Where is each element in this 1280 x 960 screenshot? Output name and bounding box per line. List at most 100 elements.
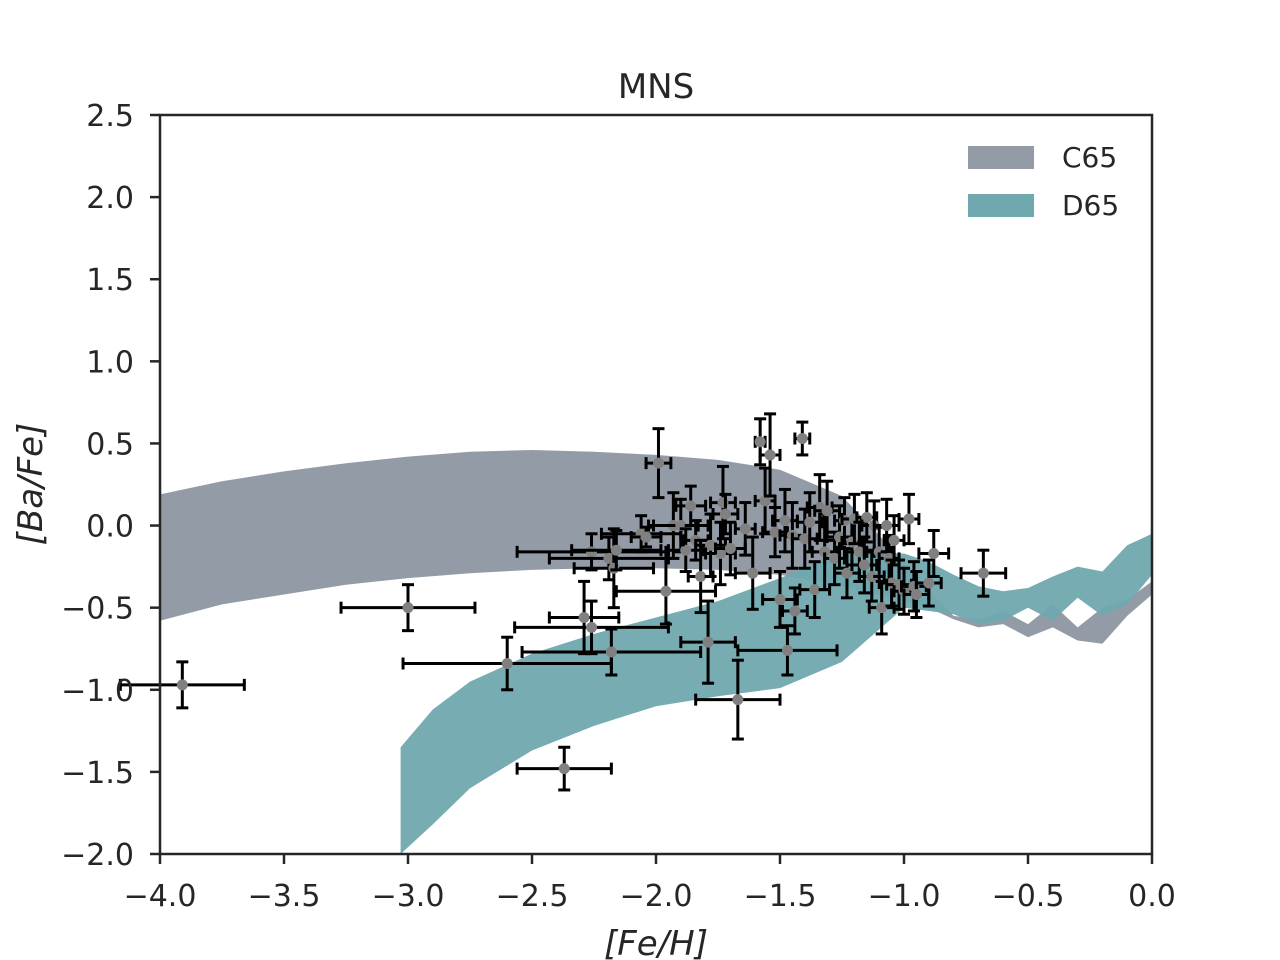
chart-title: MNS: [618, 67, 694, 107]
x-tick-label: −1.5: [744, 879, 817, 914]
point-marker: [910, 589, 922, 601]
y-tick-label: 0.5: [86, 427, 134, 462]
point-marker: [841, 567, 853, 579]
point-marker: [866, 570, 878, 582]
point-marker: [829, 552, 841, 564]
point-marker: [881, 520, 893, 532]
point-marker: [809, 584, 821, 596]
x-axis-label: [Fe/H]: [604, 924, 708, 960]
band-d65: [400, 533, 1152, 854]
data-point: [694, 658, 782, 741]
data-point: [761, 570, 799, 629]
point-marker: [578, 612, 590, 624]
point-marker: [804, 516, 816, 528]
point-marker: [176, 679, 188, 691]
data-point: [570, 528, 663, 572]
x-tick-label: −3.0: [372, 879, 445, 914]
x-tick-label: −1.0: [868, 879, 941, 914]
x-tick-label: −3.5: [248, 879, 321, 914]
point-marker: [586, 546, 598, 558]
data-point: [520, 627, 703, 677]
point-marker: [754, 436, 766, 448]
point-marker: [796, 433, 808, 445]
point-marker: [640, 531, 652, 543]
x-tick-label: −2.5: [496, 879, 569, 914]
y-tick-label: −1.0: [61, 674, 134, 709]
point-marker: [873, 546, 885, 558]
data-point: [401, 635, 613, 692]
point-marker: [928, 547, 940, 559]
point-marker: [652, 457, 664, 469]
point-marker: [903, 513, 915, 525]
point-marker: [586, 621, 598, 633]
point-marker: [774, 593, 786, 605]
y-tick-label: −0.5: [61, 592, 134, 627]
data-point: [339, 583, 477, 633]
point-marker: [558, 763, 570, 775]
point-marker: [702, 636, 714, 648]
y-tick-label: −1.5: [61, 756, 134, 791]
data-point: [614, 556, 718, 626]
y-tick-label: 2.0: [86, 181, 134, 216]
data-point: [855, 491, 879, 544]
point-marker: [799, 533, 811, 545]
point-marker: [853, 546, 865, 558]
y-tick-label: −2.0: [61, 838, 134, 873]
y-axis-label: [Ba/Fe]: [11, 423, 51, 546]
data-point: [714, 520, 747, 577]
data-point: [917, 528, 951, 578]
y-tick-label: 1.0: [86, 345, 134, 380]
data-point: [897, 492, 921, 546]
data-point: [709, 464, 737, 541]
point-marker: [610, 544, 622, 556]
point-marker: [501, 658, 513, 670]
legend-swatch-c65: [968, 146, 1034, 169]
legend-label-c65: C65: [1062, 141, 1117, 174]
data-point: [793, 420, 812, 457]
point-marker: [821, 505, 833, 517]
data-point: [758, 412, 782, 498]
point-marker: [977, 567, 989, 579]
point-marker: [739, 523, 751, 535]
x-tick-label: −2.0: [620, 879, 693, 914]
y-tick-label: 1.5: [86, 263, 134, 298]
data-point: [959, 548, 1008, 598]
point-marker: [747, 567, 759, 579]
point-marker: [714, 547, 726, 559]
point-marker: [764, 449, 776, 461]
point-marker: [605, 646, 617, 658]
legend-swatch-d65: [968, 194, 1034, 217]
point-marker: [861, 511, 873, 523]
data-point: [547, 579, 621, 656]
point-marker: [858, 559, 870, 571]
x-tick-label: 0.0: [1128, 879, 1176, 914]
point-marker: [680, 544, 692, 556]
ticks-layer: −4.0 −3.5 −3.0 −2.5 −2.0 −1.5 −1.0 −0.5 0.0 −2.0 −…: [61, 99, 1176, 914]
x-tick-label: −4.0: [124, 879, 197, 914]
point-marker: [695, 570, 707, 582]
data-point: [686, 538, 715, 615]
point-marker: [876, 602, 888, 614]
point-marker: [732, 694, 744, 706]
point-marker: [660, 585, 672, 597]
data-point: [644, 427, 673, 500]
point-marker: [781, 644, 793, 656]
data-point: [674, 484, 708, 528]
point-marker: [759, 495, 771, 507]
x-tick-label: −0.5: [992, 879, 1065, 914]
data-point: [118, 660, 246, 710]
legend-label-d65: D65: [1062, 189, 1119, 222]
point-marker: [923, 577, 935, 589]
point-marker: [789, 605, 801, 617]
data-point: [733, 501, 757, 557]
point-marker: [685, 500, 697, 512]
point-marker: [705, 539, 717, 551]
point-marker: [402, 602, 414, 614]
point-marker: [779, 515, 791, 527]
points-layer: [118, 412, 1008, 792]
data-point: [795, 491, 824, 554]
y-tick-label: 2.5: [86, 99, 134, 134]
legend: C65 D65: [968, 141, 1119, 222]
point-marker: [603, 552, 615, 564]
